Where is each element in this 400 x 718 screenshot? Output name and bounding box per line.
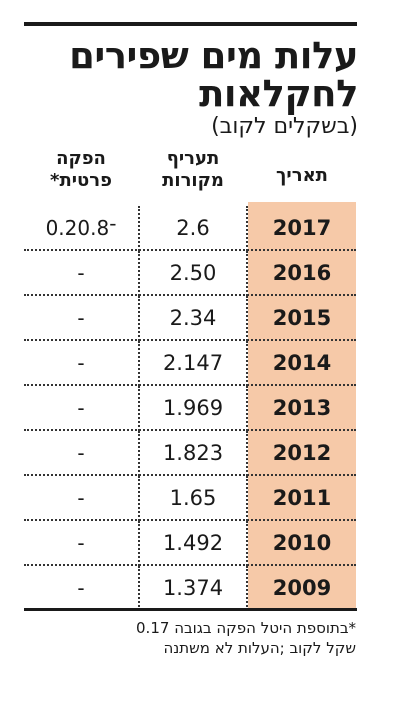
table-row: 2012 1.823 - <box>24 431 356 476</box>
cell-year: 2015 <box>272 306 332 330</box>
cell-year: 2016 <box>272 261 332 285</box>
bottom-rule <box>24 608 357 611</box>
cell-year: 2012 <box>272 441 332 465</box>
cell-private: - <box>77 351 85 375</box>
table-row: 2009 1.374 - <box>24 566 356 611</box>
top-rule <box>24 22 357 26</box>
data-table: 2017 2.6 0.2־0.8 2016 2.50 - 2015 2.34 -… <box>24 206 356 611</box>
header-rate-line2: מקורות <box>162 170 224 191</box>
table-row: 2016 2.50 - <box>24 251 356 296</box>
subtitle: (בשקלים לקוב) <box>211 114 358 139</box>
cell-rate: 1.969 <box>138 386 248 431</box>
header-private: הפקה פרטית* <box>24 148 138 202</box>
cell-year: 2013 <box>272 396 332 420</box>
header-private-line2: פרטית* <box>50 170 112 191</box>
cell-rate: 1.823 <box>138 431 248 476</box>
cell-private: - <box>77 396 85 420</box>
cell-rate: 2.147 <box>138 341 248 386</box>
cell-rate: 1.374 <box>138 566 248 611</box>
cell-private: - <box>77 486 85 510</box>
cell-private: - <box>77 441 85 465</box>
cell-rate: 2.6 <box>138 206 248 251</box>
header-date: תאריך <box>248 165 356 219</box>
cell-year: 2011 <box>272 486 332 510</box>
cell-year: 2017 <box>272 216 332 240</box>
cell-rate: 1.65 <box>138 476 248 521</box>
title-line-1: עלות מים שפירים <box>69 34 358 77</box>
footnote-line2: שקל לקוב ;העלות לא משתנה <box>163 639 356 657</box>
cell-private: - <box>77 531 85 555</box>
cell-rate: 2.34 <box>138 296 248 341</box>
footnote-line1: *בתוספת היטל הפקה בגובה 0.17 <box>136 619 356 637</box>
header-private-line1: הפקה <box>56 148 106 169</box>
table-row: 2013 1.969 - <box>24 386 356 431</box>
header-rate-line1: תעריף <box>166 148 220 169</box>
cell-rate: 1.492 <box>138 521 248 566</box>
table-row: 2015 2.34 - <box>24 296 356 341</box>
header-date-label: תאריך <box>276 165 328 186</box>
cell-private: 0.2־0.8 <box>45 216 117 240</box>
table-row: 2017 2.6 0.2־0.8 <box>24 206 356 251</box>
table-row: 2011 1.65 - <box>24 476 356 521</box>
cell-private: - <box>77 306 85 330</box>
cell-year: 2014 <box>272 351 332 375</box>
date-column-highlight <box>248 202 356 608</box>
cell-private: - <box>77 261 85 285</box>
table-row: 2010 1.492 - <box>24 521 356 566</box>
cell-rate: 2.50 <box>138 251 248 296</box>
cell-year: 2010 <box>272 531 332 555</box>
cell-year: 2009 <box>272 576 332 600</box>
table-row: 2014 2.147 - <box>24 341 356 386</box>
title-line-2: לחקלאות <box>199 72 358 115</box>
footnote: *בתוספת היטל הפקה בגובה 0.17 שקל לקוב ;ה… <box>26 618 356 658</box>
header-rate: תעריף מקורות <box>138 148 248 202</box>
cell-private: - <box>77 576 85 600</box>
